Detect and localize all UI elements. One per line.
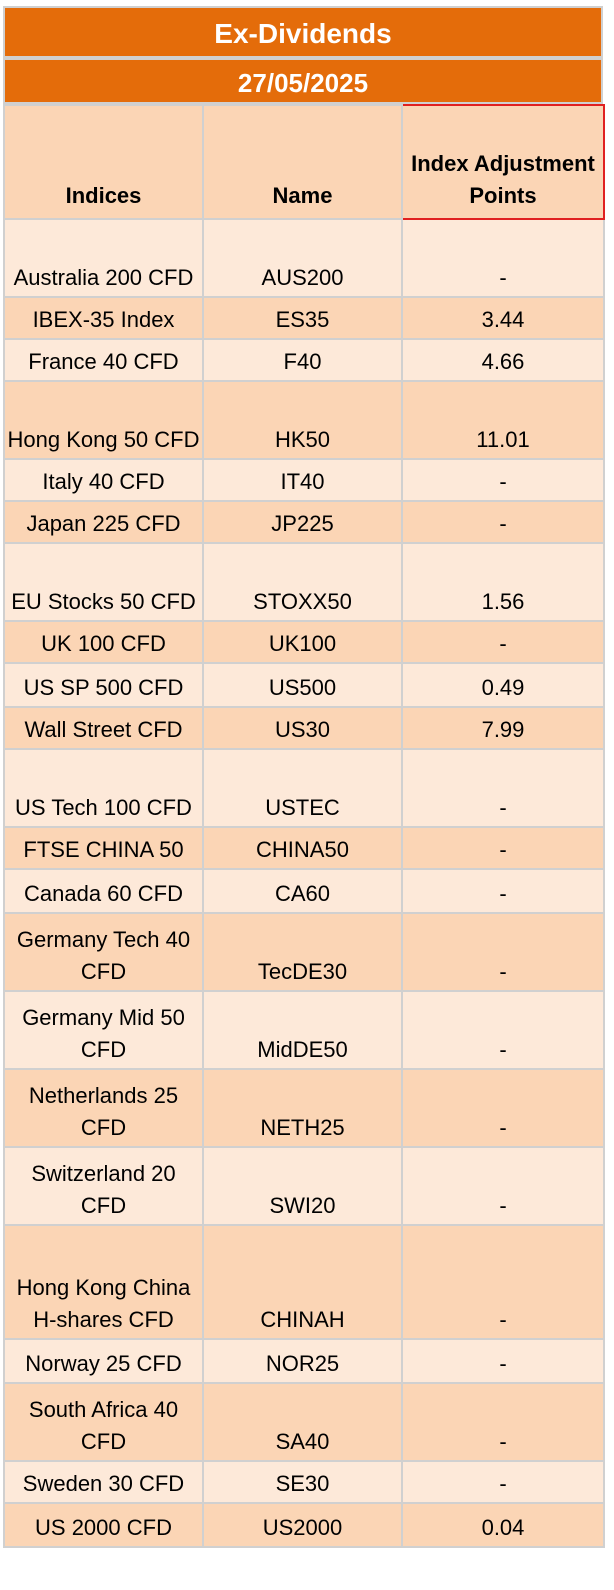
cell-points: - xyxy=(401,218,605,298)
cell-points: - xyxy=(401,1382,605,1462)
cell-name: SWI20 xyxy=(202,1146,403,1226)
cell-index: Hong Kong China H-shares CFD xyxy=(3,1224,204,1340)
cell-name: CHINAH xyxy=(202,1224,403,1340)
cell-name: SA40 xyxy=(202,1382,403,1462)
cell-index: Australia 200 CFD xyxy=(3,218,204,298)
table-row: Hong Kong China H-shares CFD CHINAH - xyxy=(3,1224,605,1340)
table-row: IBEX-35 Index ES35 3.44 xyxy=(3,296,605,340)
cell-index: US SP 500 CFD xyxy=(3,662,204,708)
cell-index: IBEX-35 Index xyxy=(3,296,204,340)
table-row: Norway 25 CFD NOR25- xyxy=(3,1338,605,1384)
cell-index: EU Stocks 50 CFD xyxy=(3,542,204,622)
cell-points: 7.99 xyxy=(401,706,605,750)
table-row: UK 100 CFD UK100- xyxy=(3,620,605,664)
cell-index: Sweden 30 CFD xyxy=(3,1460,204,1504)
table-row: Japan 225 CFD JP225- xyxy=(3,500,605,544)
table-row: EU Stocks 50 CFD STOXX50 1.56 xyxy=(3,542,605,622)
table-row: France 40 CFD F40 4.66 xyxy=(3,338,605,382)
cell-index: Hong Kong 50 CFD xyxy=(3,380,204,460)
table-row: Canada 60 CFD CA60- xyxy=(3,868,605,914)
cell-points: 0.49 xyxy=(401,662,605,708)
cell-name: TecDE30 xyxy=(202,912,403,992)
cell-points: - xyxy=(401,868,605,914)
column-header-name: Name xyxy=(202,104,403,220)
column-header-indices: Indices xyxy=(3,104,204,220)
cell-name: CHINA50 xyxy=(202,826,403,870)
cell-points: - xyxy=(401,912,605,992)
cell-points: - xyxy=(401,1460,605,1504)
cell-points: - xyxy=(401,458,605,502)
cell-index: US 2000 CFD xyxy=(3,1502,204,1548)
cell-name: AUS200 xyxy=(202,218,403,298)
cell-index: Norway 25 CFD xyxy=(3,1338,204,1384)
table-row: FTSE CHINA 50 CHINA50- xyxy=(3,826,605,870)
cell-points: - xyxy=(401,1068,605,1148)
cell-name: US500 xyxy=(202,662,403,708)
cell-points: - xyxy=(401,990,605,1070)
cell-index: FTSE CHINA 50 xyxy=(3,826,204,870)
cell-index: Wall Street CFD xyxy=(3,706,204,750)
sheet-title: Ex-Dividends xyxy=(3,6,603,58)
cell-points: 4.66 xyxy=(401,338,605,382)
cell-name: CA60 xyxy=(202,868,403,914)
cell-name: USTEC xyxy=(202,748,403,828)
cell-index: Netherlands 25 CFD xyxy=(3,1068,204,1148)
cell-points: 3.44 xyxy=(401,296,605,340)
cell-name: UK100 xyxy=(202,620,403,664)
cell-name: US2000 xyxy=(202,1502,403,1548)
table-row: Wall Street CFD US30 7.99 xyxy=(3,706,605,750)
dividends-table: Indices Name Index Adjustment Points Aus… xyxy=(3,104,605,1548)
cell-points: 0.04 xyxy=(401,1502,605,1548)
table-row: US 2000 CFD US2000 0.04 xyxy=(3,1502,605,1548)
cell-index: Canada 60 CFD xyxy=(3,868,204,914)
table-row: South Africa 40 CFD SA40- xyxy=(3,1382,605,1462)
cell-name: NETH25 xyxy=(202,1068,403,1148)
cell-index: France 40 CFD xyxy=(3,338,204,382)
cell-points: - xyxy=(401,620,605,664)
cell-index: Germany Tech 40 CFD xyxy=(3,912,204,992)
table-row: Germany Tech 40 CFD TecDE30- xyxy=(3,912,605,992)
cell-name: JP225 xyxy=(202,500,403,544)
cell-points: - xyxy=(401,500,605,544)
cell-name: ES35 xyxy=(202,296,403,340)
table-row: Hong Kong 50 CFD HK50 11.01 xyxy=(3,380,605,460)
cell-name: IT40 xyxy=(202,458,403,502)
cell-points: - xyxy=(401,1146,605,1226)
table-row: US SP 500 CFD US500 0.49 xyxy=(3,662,605,708)
table-row: Switzerland 20 CFD SWI20- xyxy=(3,1146,605,1226)
cell-index: US Tech 100 CFD xyxy=(3,748,204,828)
cell-points: - xyxy=(401,1224,605,1340)
cell-name: MidDE50 xyxy=(202,990,403,1070)
cell-points: - xyxy=(401,1338,605,1384)
cell-name: SE30 xyxy=(202,1460,403,1504)
cell-name: STOXX50 xyxy=(202,542,403,622)
cell-index: South Africa 40 CFD xyxy=(3,1382,204,1462)
column-header-points: Index Adjustment Points xyxy=(401,104,605,220)
table-body: Australia 200 CFD AUS200- IBEX-35 Index ES3… xyxy=(3,218,605,1548)
sheet-date: 27/05/2025 xyxy=(3,58,603,104)
cell-points: - xyxy=(401,826,605,870)
cell-points: - xyxy=(401,748,605,828)
table-row: Australia 200 CFD AUS200- xyxy=(3,218,605,298)
table-row: US Tech 100 CFD USTEC - xyxy=(3,748,605,828)
table-row: Sweden 30 CFD SE30- xyxy=(3,1460,605,1504)
cell-points: 1.56 xyxy=(401,542,605,622)
table-row: Germany Mid 50 CFD MidDE50- xyxy=(3,990,605,1070)
cell-points: 11.01 xyxy=(401,380,605,460)
cell-index: UK 100 CFD xyxy=(3,620,204,664)
cell-name: F40 xyxy=(202,338,403,382)
cell-index: Italy 40 CFD xyxy=(3,458,204,502)
cell-name: HK50 xyxy=(202,380,403,460)
cell-index: Germany Mid 50 CFD xyxy=(3,990,204,1070)
cell-name: US30 xyxy=(202,706,403,750)
cell-index: Switzerland 20 CFD xyxy=(3,1146,204,1226)
header-row: Indices Name Index Adjustment Points xyxy=(3,104,605,220)
table-row: Netherlands 25 CFD NETH25- xyxy=(3,1068,605,1148)
cell-index: Japan 225 CFD xyxy=(3,500,204,544)
cell-name: NOR25 xyxy=(202,1338,403,1384)
table-row: Italy 40 CFD IT40- xyxy=(3,458,605,502)
